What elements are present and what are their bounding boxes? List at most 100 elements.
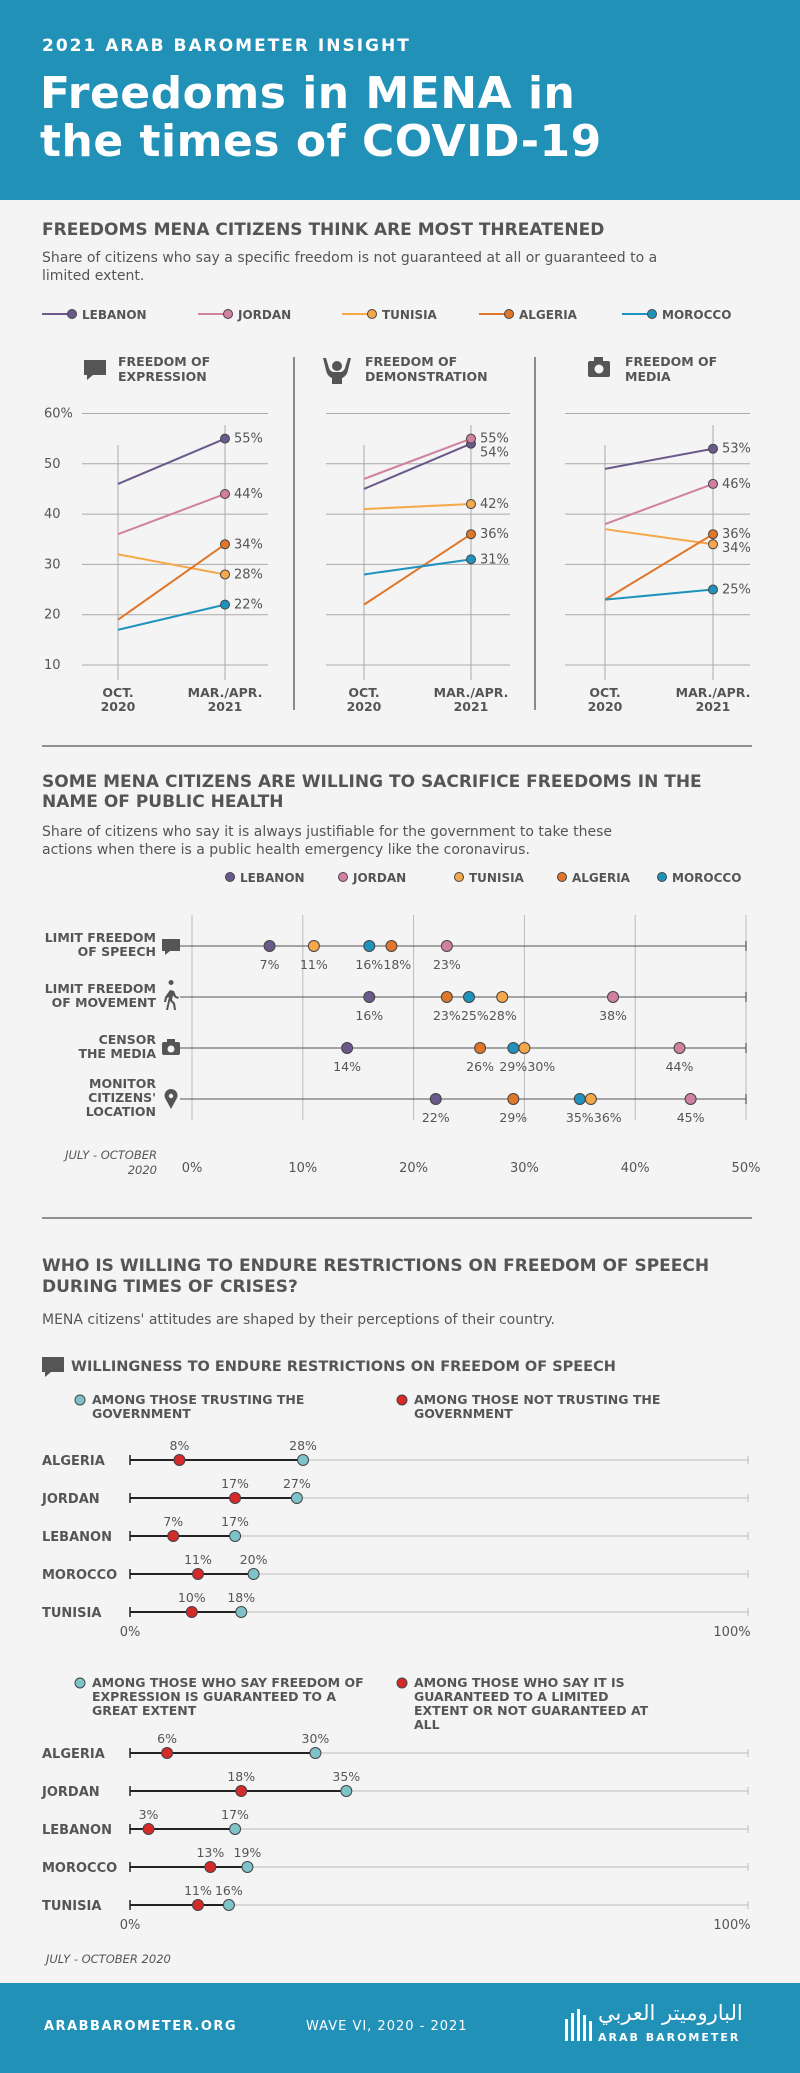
data-label: 8% [170, 1438, 190, 1453]
line-chart-title-line: MEDIA [625, 369, 671, 384]
country-row: ALGERIA 6% 30% [42, 1731, 749, 1762]
data-label: 17% [221, 1807, 249, 1822]
data-point [466, 529, 476, 540]
country-row: LEBANON 7% 17% [42, 1514, 749, 1545]
section-3-title: DURING TIMES OF CRISES? [42, 1277, 298, 1297]
legend-label-algeria: ALGERIA [572, 871, 631, 885]
data-point-morocco [363, 940, 376, 952]
data-label: 23% [433, 1008, 461, 1023]
legend-marker [74, 1677, 86, 1689]
speech-bubble-icon [42, 1357, 64, 1377]
data-label: 17% [221, 1476, 249, 1491]
country-label: JORDAN [41, 1492, 100, 1507]
y-tick-label: 30 [44, 557, 61, 572]
section-3-subheading: WILLINGNESS TO ENDURE RESTRICTIONS ON FR… [71, 1359, 616, 1375]
legend-marker [396, 1677, 408, 1689]
data-point [220, 488, 230, 499]
data-label: 36% [480, 527, 509, 542]
country-row: JORDAN 17% 27% [41, 1476, 749, 1507]
row-label-line: MONITOR [89, 1076, 156, 1091]
legend-label-line: AMONG THOSE NOT TRUSTING THE [414, 1392, 660, 1407]
data-point-tunisia [307, 940, 320, 952]
line-chart-title-line: FREEDOM OF [625, 354, 717, 369]
camera-icon-top [167, 1039, 175, 1043]
legend-label-tunisia: TUNISIA [382, 308, 438, 322]
speech-bubble-icon [162, 939, 180, 955]
data-point-trust [222, 1899, 235, 1911]
wave-label: WAVE VI, 2020 - 2021 [306, 2019, 468, 2034]
data-label: 18% [227, 1590, 255, 1605]
data-label: 53% [722, 442, 751, 457]
data-point [708, 539, 718, 550]
x-tick-label-line: 2021 [696, 699, 731, 714]
legend-label-jordan: JORDAN [352, 871, 406, 885]
page-title: Freedoms in MENA in the times of COVID-1… [40, 70, 602, 166]
legend-item-tunisia: TUNISIA [454, 871, 525, 885]
country-label: TUNISIA [42, 1899, 101, 1914]
camera-icon-lens [167, 1045, 175, 1053]
data-point-jordan [684, 1093, 697, 1105]
series-jordan [117, 488, 230, 536]
data-label: 13% [196, 1845, 224, 1860]
legend-label-line: GREAT EXTENT [92, 1703, 197, 1718]
data-label: 6% [157, 1731, 177, 1746]
series-line [604, 482, 714, 526]
date-note: 2020 [128, 1163, 157, 1177]
x-tick-label: OCT.2020 [101, 685, 136, 714]
series-jordan [363, 433, 476, 480]
data-label: 19% [234, 1845, 262, 1860]
data-point-trust [229, 1530, 242, 1542]
country-label: ALGERIA [42, 1747, 105, 1762]
expression-chart-legend-trust: AMONG THOSE WHO SAY FREEDOM OFEXPRESSION… [74, 1675, 364, 1718]
x-tick-label: MAR./APR.2021 [676, 685, 751, 714]
data-label: 16% [215, 1883, 243, 1898]
data-point-not-trust [173, 1454, 186, 1466]
section-3-title: WHO IS WILLING TO ENDURE RESTRICTIONS ON… [42, 1256, 709, 1276]
country-label: MOROCCO [42, 1861, 117, 1876]
brand-label: 2021 ARAB BAROMETER INSIGHT [42, 36, 411, 56]
y-tick-label: 20 [44, 608, 61, 623]
data-label: 16% [355, 1008, 383, 1023]
series-algeria [604, 529, 718, 601]
data-point [466, 433, 476, 444]
series-line [363, 442, 472, 490]
x-tick-label: 100% [713, 1918, 750, 1933]
website-link[interactable]: ARABBAROMETER.ORG [44, 2019, 238, 2034]
legend-marker [454, 872, 464, 882]
legend-label-line: GOVERNMENT [414, 1406, 513, 1421]
data-point-trust [229, 1823, 242, 1835]
series-morocco [363, 554, 476, 576]
section-3-subtitle: MENA citizens' attitudes are shaped by t… [42, 1312, 555, 1328]
data-label: 3% [139, 1807, 159, 1822]
data-label: 11% [184, 1552, 212, 1567]
section-1-title: FREEDOMS MENA CITIZENS THINK ARE MOST TH… [42, 220, 604, 240]
country-label: ALGERIA [42, 1454, 105, 1469]
data-label: 25% [722, 583, 751, 598]
data-point-algeria [440, 991, 453, 1003]
series-jordan [604, 478, 718, 526]
series-line [117, 493, 226, 536]
data-point-morocco [463, 991, 475, 1003]
data-label: 36% [594, 1110, 622, 1125]
line-chart-title-line: EXPRESSION [118, 369, 207, 384]
x-tick-label: OCT.2020 [588, 685, 623, 714]
legend-marker [367, 309, 377, 319]
row-label-line: LOCATION [86, 1104, 156, 1119]
data-label: 11% [300, 957, 328, 972]
x-tick-label: 40% [621, 1161, 650, 1176]
data-point-not-trust [191, 1899, 204, 1911]
data-point-not-trust [191, 1568, 204, 1580]
legend-label-line: GUARANTEED TO A LIMITED [414, 1689, 608, 1704]
x-tick-label: MAR./APR.2021 [434, 685, 509, 714]
legend-item-jordan: JORDAN [338, 871, 406, 885]
data-point-tunisia [584, 1093, 597, 1105]
line-chart-panel-1: FREEDOM OFEXPRESSION60%5040302010OCT.202… [44, 354, 268, 714]
data-point-morocco [573, 1093, 586, 1105]
legend-item-lebanon: LEBANON [42, 308, 147, 322]
legend-label-line: AMONG THOSE WHO SAY FREEDOM OF [92, 1675, 364, 1690]
data-point-jordan [440, 940, 453, 952]
